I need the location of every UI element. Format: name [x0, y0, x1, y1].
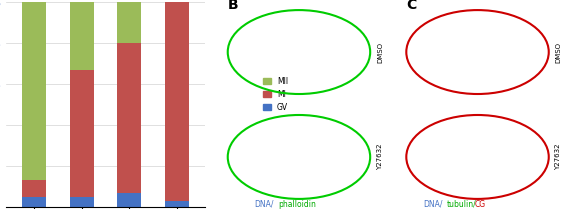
Text: Y27632: Y27632	[377, 144, 383, 170]
Text: tubulin/: tubulin/	[447, 200, 477, 209]
Text: DMSO: DMSO	[556, 42, 562, 62]
Text: B: B	[228, 0, 239, 12]
Text: DMSO: DMSO	[377, 42, 383, 62]
Bar	[22, 197, 46, 207]
Bar	[118, 2, 141, 43]
Bar	[70, 2, 94, 70]
Text: DNA/: DNA/	[423, 200, 442, 209]
Text: CG: CG	[474, 200, 486, 209]
Bar	[118, 43, 141, 192]
Bar	[22, 180, 46, 197]
Legend: MII, MI, GV: MII, MI, GV	[260, 74, 291, 115]
Bar	[70, 70, 94, 197]
Text: phalloidin: phalloidin	[278, 200, 316, 209]
Bar	[70, 197, 94, 207]
Text: C: C	[406, 0, 416, 12]
Bar	[118, 192, 141, 207]
Text: DNA/: DNA/	[254, 200, 274, 209]
Text: Y27632: Y27632	[556, 144, 562, 170]
Bar	[165, 2, 189, 201]
Bar	[165, 201, 189, 207]
Bar	[22, 2, 46, 180]
